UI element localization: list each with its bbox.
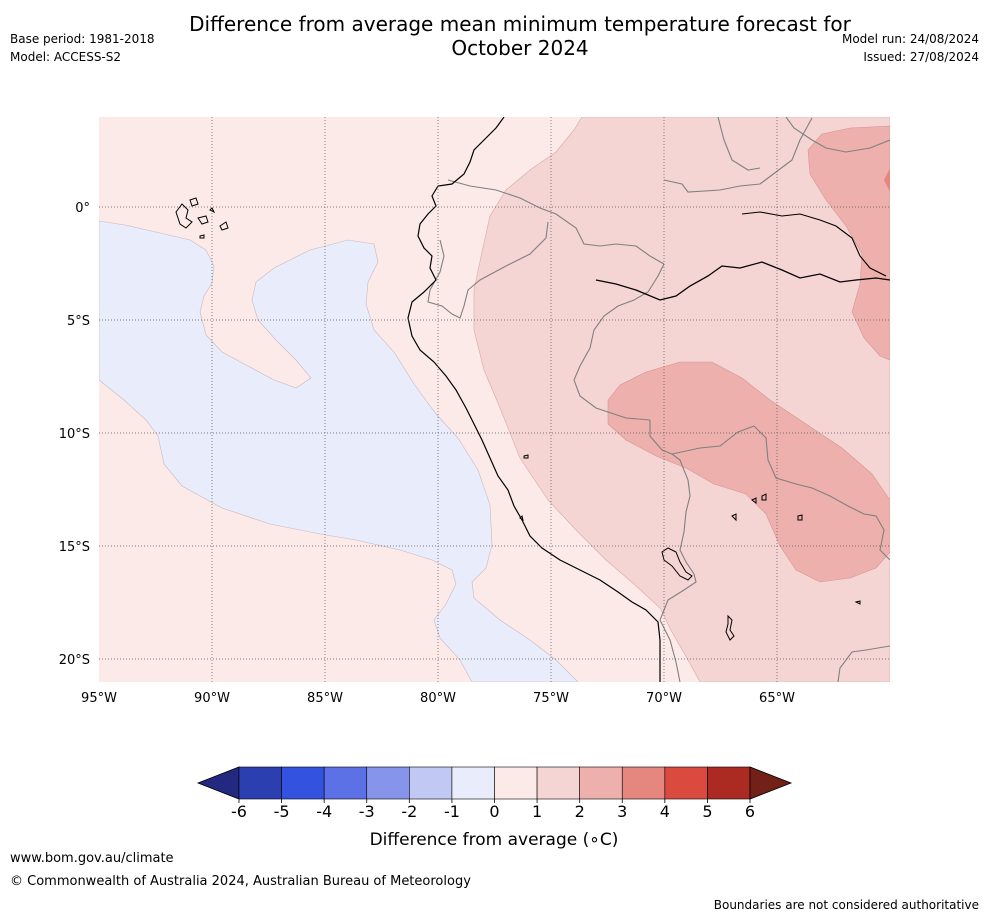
copyright-text: © Commonwealth of Australia 2024, Austra…: [10, 874, 471, 889]
colorbar-segment: [409, 766, 453, 800]
meta-left: Base period: 1981-2018 Model: ACCESS-S2: [10, 30, 155, 66]
model-run: Model run: 24/08/2024: [841, 32, 979, 46]
colorbar-extend-low: [196, 766, 240, 800]
issued-date: Issued: 27/08/2024: [863, 50, 979, 64]
lat-label: 0°: [75, 201, 90, 216]
colorbar-segment: [323, 766, 368, 800]
colorbar-tick-label: -4: [316, 802, 332, 821]
border-colombia-ecuador: [447, 179, 665, 265]
base-period: Base period: 1981-2018: [10, 32, 155, 46]
colorbar-tick-label: -6: [231, 802, 247, 821]
colorbar-segment: [579, 766, 623, 800]
colorbar-tick-label: 3: [617, 802, 627, 821]
map-title: Difference from average mean minimum tem…: [150, 12, 890, 60]
lat-label: 20°S: [59, 653, 90, 668]
colorbar: -6 -5 -4 -3 -2 -1 0 1 2 3 4 5 6: [196, 766, 793, 821]
colorbar-segment: [621, 766, 666, 800]
colorbar-segment: [494, 766, 538, 800]
border-peru-brazil-bolivia: [649, 420, 697, 621]
colorbar-tick-label: -1: [444, 802, 460, 821]
colorbar-tick-label: 2: [575, 802, 585, 821]
website-link[interactable]: www.bom.gov.au/climate: [10, 851, 174, 866]
anomaly-2-3-northeast: [807, 125, 890, 361]
title-line-2: October 2024: [451, 36, 589, 60]
model-name: Model: ACCESS-S2: [10, 50, 122, 64]
small-lakes: [519, 454, 861, 605]
galapagos-islands: [175, 197, 229, 239]
colorbar-segment: [664, 766, 708, 800]
colorbar-segment: [536, 766, 580, 800]
coastline-south-america: [407, 117, 661, 682]
lon-label: 85°W: [307, 691, 343, 706]
map-plot: [99, 117, 890, 682]
lon-label: 65°W: [759, 691, 795, 706]
lon-label: 95°W: [81, 691, 117, 706]
colorbar-tick-label: 1: [532, 802, 542, 821]
boundary-note: Boundaries are not considered authoritat…: [713, 898, 979, 912]
border-northeast-brazil: [785, 117, 890, 153]
lon-label: 70°W: [646, 691, 682, 706]
colorbar-tick-label: -2: [401, 802, 417, 821]
colorbar-tick-label: 6: [745, 802, 755, 821]
amazon-river: [595, 261, 890, 301]
lon-label: 75°W: [533, 691, 569, 706]
lat-label: 5°S: [67, 314, 90, 329]
colorbar-label: Difference from average (∘C): [370, 830, 619, 850]
graticule: [99, 117, 890, 682]
colorbar-tick-label: 4: [660, 802, 670, 821]
colorbar-segment: [451, 766, 495, 800]
title-line-1: Difference from average mean minimum tem…: [189, 12, 851, 36]
lake-titicaca: [661, 547, 693, 581]
anomaly-3-4-patch: [884, 168, 890, 192]
border-chile-bolivia: [659, 619, 681, 682]
lat-label: 10°S: [59, 427, 90, 442]
anomaly-2-3-southcentral: [607, 361, 890, 583]
colorbar-segment: [707, 766, 751, 800]
colorbar-tick-label: -5: [274, 802, 290, 821]
amazon-tributary-north: [741, 211, 887, 277]
latitude-labels: 0° 5°S 10°S 15°S 20°S: [59, 201, 90, 668]
colorbar-extend-high: [749, 766, 793, 800]
meta-right: Model run: 24/08/2024 Issued: 27/08/2024: [842, 30, 979, 66]
border-ecuador-peru: [427, 221, 549, 319]
lon-label: 90°W: [194, 691, 230, 706]
colorbar-segment: [366, 766, 410, 800]
colorbar-segment: [238, 766, 282, 800]
negative-anomaly-region: [99, 220, 579, 682]
border-bolivia-brazil: [671, 425, 890, 561]
border-venezuela-colombia-brazil: [663, 117, 813, 193]
longitude-labels: 95°W 90°W 85°W 80°W 75°W 70°W 65°W: [81, 691, 795, 706]
colorbar-segment: [281, 766, 325, 800]
border-paraguay-argentina: [837, 645, 890, 682]
lake-poopo: [725, 614, 735, 641]
colorbar-tick-label: -3: [359, 802, 375, 821]
lon-label: 80°W: [420, 691, 456, 706]
colorbar-tick-label: 0: [489, 802, 499, 821]
lat-label: 15°S: [59, 540, 90, 555]
border-guianas: [717, 117, 761, 171]
colorbar-tick-label: 5: [702, 802, 712, 821]
